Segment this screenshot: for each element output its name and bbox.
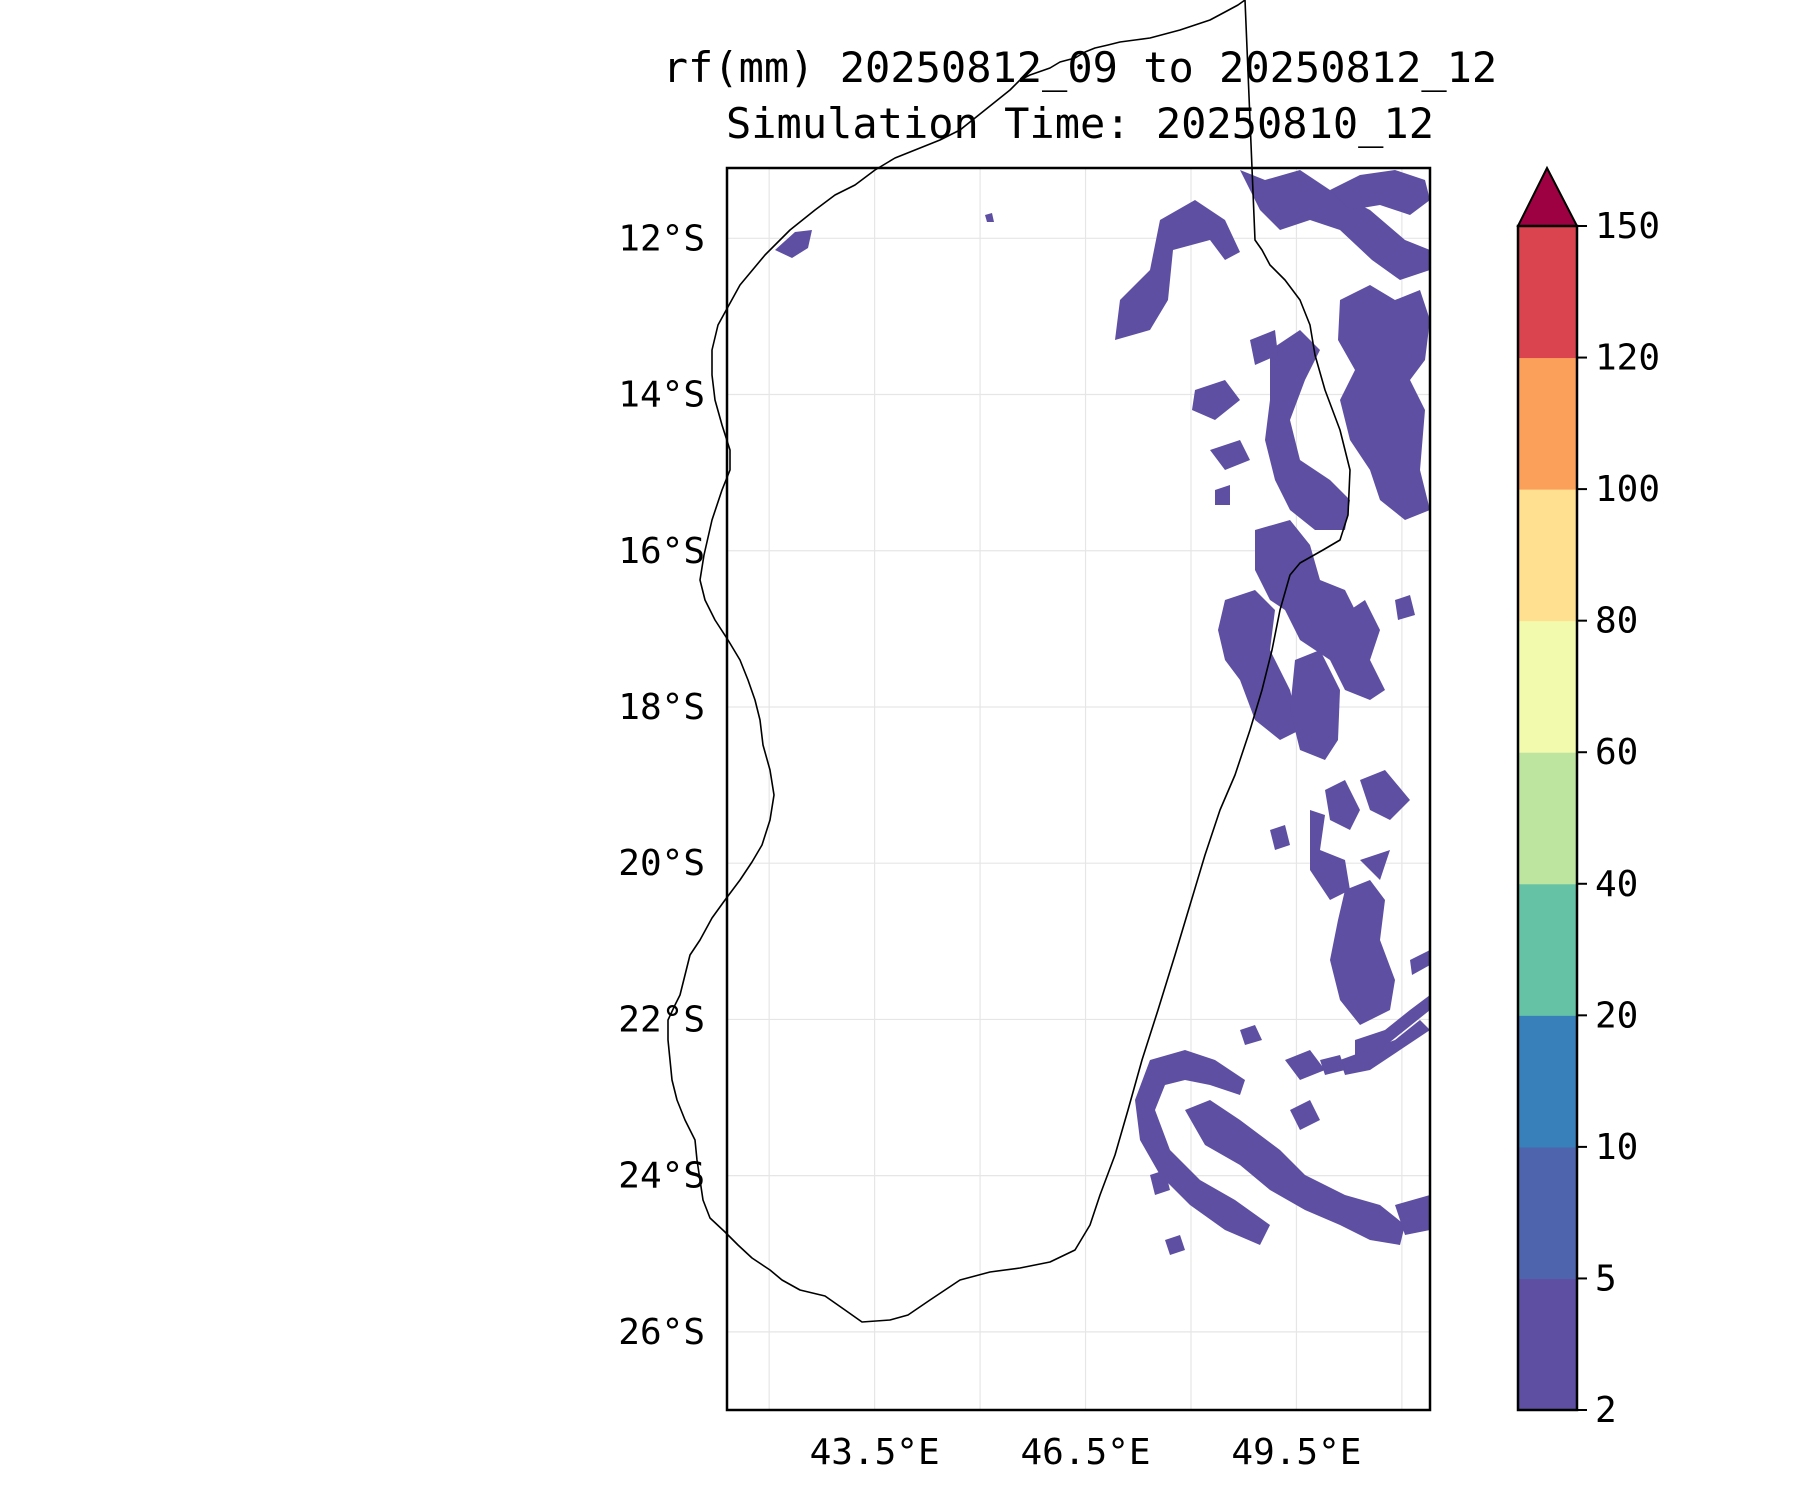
rain-patch	[1330, 880, 1395, 1025]
lat-tick-label: 16°S	[618, 531, 705, 572]
colorbar-tick-label: 60	[1595, 732, 1638, 773]
colorbar-band	[1518, 1146, 1577, 1279]
colorbar-tick-label: 150	[1595, 206, 1660, 247]
lat-tick-label: 22°S	[618, 999, 705, 1040]
rain-patch	[1290, 1100, 1320, 1130]
colorbar-band	[1518, 752, 1577, 885]
rain-patch	[1270, 825, 1290, 850]
colorbar-tick-label: 120	[1595, 338, 1660, 379]
rainfall-contours	[775, 170, 1430, 1255]
madagascar-coastline	[667, 0, 1351, 1323]
colorbar-band	[1518, 226, 1577, 359]
rain-patch	[1340, 1020, 1430, 1075]
rain-patch	[1395, 1195, 1430, 1235]
coastline	[667, 0, 1351, 1323]
colorbar-extend-triangle	[1516, 165, 1579, 227]
colorbar-frame	[1516, 224, 1579, 1412]
latitude-labels: 12°S 14°S 16°S 18°S 20°S 22°S 24°S 26°S	[618, 218, 705, 1353]
rain-patch	[1240, 1025, 1262, 1045]
rain-patch	[1338, 285, 1430, 520]
lon-tick-label: 43.5°E	[810, 1432, 940, 1473]
colorbar-labels: 2 5 10 20 40 60 80 100 120 150	[1577, 206, 1660, 1431]
rain-patch	[1395, 595, 1415, 620]
colorbar-bands	[1518, 226, 1577, 1411]
rain-patch	[985, 213, 994, 222]
rain-patch	[1360, 850, 1390, 880]
rain-patch	[1250, 330, 1278, 365]
colorbar-tick-label: 40	[1595, 864, 1638, 905]
rain-patch	[775, 230, 812, 258]
colorbar-tick-label: 20	[1595, 995, 1638, 1036]
longitude-labels: 43.5°E 46.5°E 49.5°E	[810, 1432, 1362, 1473]
rain-patch	[1210, 440, 1250, 470]
rain-patch	[1265, 330, 1350, 530]
rain-patch	[1330, 170, 1430, 215]
colorbar-tick-label: 5	[1595, 1258, 1617, 1299]
colorbar-tick-label: 2	[1595, 1390, 1617, 1431]
colorbar-band	[1518, 883, 1577, 1016]
rain-patch	[1165, 1235, 1185, 1255]
rain-patch	[1185, 1100, 1405, 1245]
rain-patch	[1240, 170, 1430, 280]
rainfall-layer	[775, 170, 1430, 1255]
lon-tick-label: 46.5°E	[1021, 1432, 1151, 1473]
plot-frame	[725, 166, 1432, 1412]
colorbar-tick-label: 10	[1595, 1127, 1638, 1168]
rain-patch	[1150, 1170, 1170, 1195]
rain-patch	[1290, 650, 1340, 760]
colorbar: 2 5 10 20 40 60 80 100 120 150	[1516, 165, 1660, 1431]
lat-tick-label: 18°S	[618, 687, 705, 728]
colorbar-band	[1518, 620, 1577, 753]
lat-tick-label: 20°S	[618, 843, 705, 884]
rain-patch	[1285, 1050, 1325, 1080]
rain-patch	[1360, 770, 1410, 820]
rain-patch	[1350, 600, 1380, 660]
rain-patch	[1115, 200, 1240, 340]
rain-patch	[1215, 485, 1230, 505]
lat-tick-label: 24°S	[618, 1156, 705, 1197]
lat-tick-label: 12°S	[618, 218, 705, 259]
colorbar-band	[1518, 1278, 1577, 1411]
colorbar-tick-label: 80	[1595, 601, 1638, 642]
lon-tick-label: 49.5°E	[1231, 1432, 1361, 1473]
rain-patch	[1135, 1050, 1270, 1245]
rain-patch	[1320, 1055, 1345, 1075]
lat-tick-label: 14°S	[618, 375, 705, 416]
title-line-2: Simulation Time: 20250810_12	[726, 99, 1434, 148]
rain-patch	[1325, 780, 1360, 830]
plot-area	[667, 0, 1430, 1410]
rain-patch	[1310, 810, 1350, 900]
lat-tick-label: 26°S	[618, 1312, 705, 1353]
rain-patch	[1410, 950, 1430, 975]
plot-background	[727, 168, 1430, 1410]
colorbar-band	[1518, 1015, 1577, 1148]
rain-patch	[1355, 995, 1430, 1060]
rain-patch	[1218, 590, 1300, 740]
colorbar-band	[1518, 357, 1577, 490]
title-line-1: rf(mm) 20250812_09 to 20250812_12	[663, 43, 1497, 92]
rain-patch	[1192, 380, 1240, 420]
colorbar-tick-label: 100	[1595, 469, 1660, 510]
colorbar-band	[1518, 489, 1577, 622]
rain-patch	[1255, 520, 1385, 700]
